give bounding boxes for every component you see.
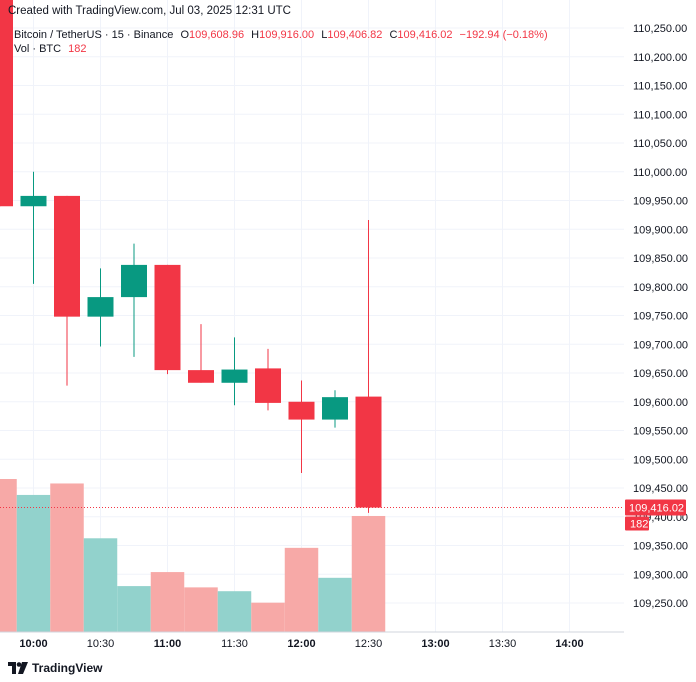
- price-tick-label: 109,500.00: [633, 454, 688, 466]
- symbol-label[interactable]: Bitcoin / TetherUS · 15 · Binance: [14, 29, 174, 41]
- volume-series: [0, 479, 386, 632]
- candle-body: [54, 195, 80, 317]
- time-tick-label: 12:30: [355, 638, 383, 650]
- volume-bar: [16, 494, 51, 632]
- price-tick-label: 109,900.00: [633, 224, 688, 236]
- price-tick-label: 110,150.00: [633, 81, 687, 93]
- price-tick-label: 109,450.00: [633, 483, 688, 495]
- tradingview-logo-icon: [8, 662, 28, 674]
- volume-bar: [0, 479, 17, 632]
- chart-grid: [0, 0, 624, 632]
- volume-bar: [217, 591, 252, 632]
- tradingview-logo[interactable]: TradingView: [8, 661, 102, 675]
- tradingview-logo-text: TradingView: [32, 661, 103, 675]
- candle-body: [188, 370, 214, 383]
- price-tick-label: 109,950.00: [633, 196, 688, 208]
- time-tick-label: 11:30: [221, 638, 248, 650]
- created-with-text: Created with TradingView.com, Jul 03, 20…: [8, 5, 291, 17]
- candle-body: [221, 369, 248, 383]
- price-badges: 109,416.02 182: [625, 499, 686, 531]
- time-tick-label: 10:00: [19, 638, 47, 650]
- price-tick-label: 110,100.00: [633, 109, 687, 121]
- volume-bar: [150, 572, 185, 632]
- price-tick-label: 110,250.00: [633, 23, 687, 35]
- ohlc-legend: Bitcoin / TetherUS · 15 · Binance O109,6…: [14, 29, 548, 41]
- volume-bar: [50, 483, 84, 632]
- time-tick-label: 12:00: [287, 638, 315, 650]
- volume-bar: [184, 587, 218, 632]
- price-tick-label: 109,800.00: [633, 282, 688, 294]
- volume-legend: Vol · BTC 182: [14, 43, 87, 55]
- high-value: 109,916.00: [259, 29, 315, 41]
- time-tick-label: 10:30: [87, 638, 115, 650]
- volume-bar: [83, 538, 118, 632]
- candle-body: [121, 264, 147, 298]
- price-tick-label: 109,650.00: [633, 368, 688, 380]
- candle-body: [288, 401, 315, 420]
- candlestick-series: [0, 0, 382, 513]
- time-tick-label: 11:00: [154, 638, 182, 650]
- volume-bar: [284, 547, 319, 632]
- volume-bar: [351, 515, 386, 632]
- current-price-badge: [625, 499, 686, 516]
- current-volume-badge: [625, 516, 649, 531]
- candle-body: [355, 396, 382, 508]
- high-label: H: [251, 29, 260, 41]
- candle-body: [322, 397, 348, 420]
- candle-body: [255, 368, 281, 403]
- price-tick-label: 109,300.00: [633, 569, 688, 581]
- close-label: C: [389, 29, 398, 41]
- price-axis: 109,250.00109,300.00109,350.00109,400.00…: [633, 23, 688, 610]
- time-tick-label: 13:00: [421, 638, 449, 650]
- price-tick-label: 110,200.00: [633, 52, 687, 64]
- price-tick-label: 109,700.00: [633, 339, 688, 351]
- current-price-badge-label: 109,416.02: [629, 503, 684, 515]
- price-tick-label: 109,350.00: [633, 541, 688, 553]
- change-value: −192.94 (−0.18%): [459, 29, 548, 41]
- price-tick-label: 109,850.00: [633, 253, 688, 265]
- price-tick-label: 109,550.00: [633, 426, 688, 438]
- volume-label[interactable]: Vol · BTC: [14, 43, 62, 55]
- open-value: 109,608.96: [189, 29, 245, 41]
- price-tick-label: 110,000.00: [633, 167, 687, 179]
- price-tick-label: 110,050.00: [633, 138, 687, 150]
- volume-bar: [251, 602, 285, 632]
- time-axis: 10:00 10:30 11:00 11:30 12:00 12:30 13:00 13:30…: [19, 638, 583, 650]
- price-tick-label: 109,250.00: [633, 598, 688, 610]
- open-label: O: [180, 29, 190, 41]
- candle-body: [20, 195, 47, 207]
- low-value: 109,406.82: [327, 29, 383, 41]
- time-tick-label: 14:00: [555, 638, 583, 650]
- candle-body: [0, 0, 13, 207]
- volume-value: 182: [68, 43, 87, 55]
- price-tick-label: 109,750.00: [633, 311, 688, 323]
- candle-body: [87, 297, 114, 317]
- volume-bar: [117, 586, 151, 632]
- volume-bar: [318, 577, 352, 632]
- current-volume-badge-label: 182: [630, 519, 648, 531]
- candle-body: [154, 264, 181, 371]
- close-value: 109,416.02: [397, 29, 453, 41]
- low-label: L: [321, 29, 328, 41]
- time-tick-label: 13:30: [489, 638, 517, 650]
- price-tick-label: 109,600.00: [633, 397, 688, 409]
